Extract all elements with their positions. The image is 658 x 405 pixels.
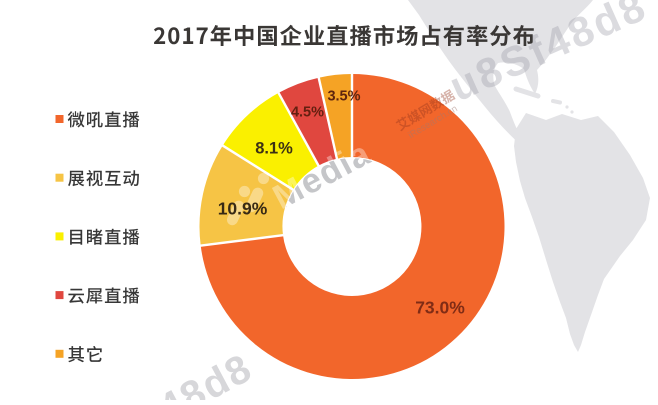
svg-text:10.9%: 10.9% (218, 198, 268, 218)
svg-text:4.5%: 4.5% (291, 105, 324, 121)
svg-text:8.1%: 8.1% (255, 140, 293, 158)
svg-text:3.5%: 3.5% (327, 89, 360, 105)
svg-text:73.0%: 73.0% (415, 298, 465, 318)
